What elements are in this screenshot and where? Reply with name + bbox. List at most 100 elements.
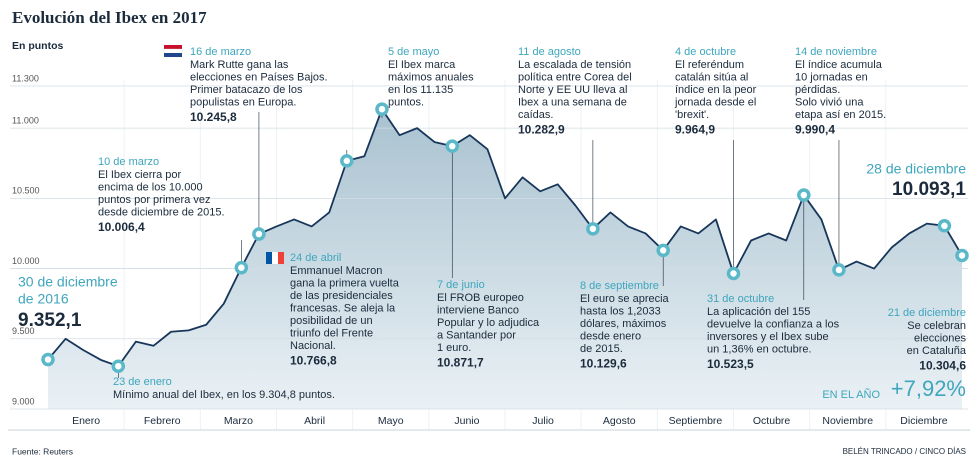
annotation-text: populistas en Europa. xyxy=(190,96,296,108)
annotation-value: 10.282,9 xyxy=(518,123,565,137)
annotation-text: encima de los 10.000 xyxy=(98,181,203,193)
annotation-date: 8 de septiembre xyxy=(580,280,659,292)
annotation-text: 10 jornadas en xyxy=(795,71,868,83)
annotation-text: un 1,36% en octubre. xyxy=(707,343,812,355)
annotation-text: gana la primera vuelta xyxy=(290,277,400,289)
point-marker xyxy=(937,219,952,233)
point-marker xyxy=(375,102,389,116)
annotation-text: jornada desde el xyxy=(674,96,756,108)
y-tick-label: 9.500 xyxy=(12,326,35,336)
annotation-text: desde enero xyxy=(580,330,641,342)
annotation-date: 7 de junio xyxy=(437,279,485,291)
year-label: EN EL AÑO xyxy=(822,388,880,401)
annotation-text: inversores y el Ibex sube xyxy=(707,331,829,343)
annotation-text: devuelve la confianza a los xyxy=(707,318,840,330)
plot xyxy=(8,80,970,431)
annotation-value: 9.990,4 xyxy=(795,123,835,137)
point-marker xyxy=(41,352,55,367)
x-tick-label: Diciembre xyxy=(900,415,947,427)
x-tick-label: Septiembre xyxy=(669,415,723,427)
annotation-text: a Santander por xyxy=(437,329,516,341)
annotation-value: 10.129,6 xyxy=(580,357,627,371)
annotation-date: 31 de octubre xyxy=(707,293,774,305)
annotation-value: 10.766,8 xyxy=(290,354,337,368)
annotation-text: El referéndum xyxy=(675,59,744,71)
x-tick-label: Enero xyxy=(72,415,100,427)
point-marker xyxy=(586,222,600,236)
annotation-text: La aplicación del 155 xyxy=(707,306,810,318)
annotation-value: 9.352,1 xyxy=(18,310,82,331)
y-tick-label: 9.000 xyxy=(12,396,35,406)
subtitle: En puntos xyxy=(12,40,63,52)
y-tick-label: 10.000 xyxy=(12,256,40,266)
annotation-date: 23 de enero xyxy=(113,376,172,388)
point-marker xyxy=(234,260,249,275)
annotation-date: 21 de diciembre xyxy=(888,307,966,319)
annotation-text: de 2015. xyxy=(580,343,623,355)
annotation-value: 9.964,9 xyxy=(675,123,715,137)
point-marker xyxy=(797,188,811,202)
annotation-text: posibilidad de un xyxy=(290,315,373,327)
annotation-text: El euro se aprecia xyxy=(580,293,670,305)
annotation-text: política entre Corea del xyxy=(518,71,632,83)
annotation-date: 30 de diciembre xyxy=(18,274,118,290)
annotation-text: Mínimo anual del Ibex, en los 9.304,8 pu… xyxy=(113,389,335,401)
annotation-value: 10.093,1 xyxy=(892,179,966,200)
point-marker xyxy=(252,227,266,241)
line xyxy=(47,108,963,368)
x-tick-label: Agosto xyxy=(603,415,636,427)
annotation-text: Ibex a una semana de xyxy=(518,96,627,108)
annotation-text: en los 11.135 xyxy=(388,84,453,96)
annotation-text: El índice acumula xyxy=(795,59,883,71)
flag-fr xyxy=(266,252,284,264)
annotation-text: Emmanuel Macron xyxy=(290,265,382,277)
credit: BELÉN TRINCADO / CINCO DÍAS xyxy=(843,447,966,456)
point-marker xyxy=(111,359,126,373)
annotation-text: Primer batacazo de los xyxy=(190,84,303,96)
chart-title: Evolución del Ibex en 2017 xyxy=(12,8,207,27)
annotation-value: 10.245,8 xyxy=(190,110,237,124)
annotation-text: Nacional. xyxy=(290,340,336,352)
annotation-text: en Cataluña xyxy=(907,345,967,357)
annotation-text: triunfo del Frente xyxy=(290,327,373,339)
point-marker xyxy=(955,248,969,263)
x-tick-label: Octubre xyxy=(753,415,791,427)
annotation-text: desde diciembre de 2015. xyxy=(98,206,225,218)
annotation-text: Se celebran xyxy=(907,320,966,332)
x-tick-label: Mayo xyxy=(378,415,404,427)
x-tick-label: Junio xyxy=(454,415,479,427)
flag-nl xyxy=(163,45,183,57)
annotation-text: Mark Rutte gana las xyxy=(190,59,289,71)
annotation-date: 11 de agosto xyxy=(518,46,581,58)
annotation-date: 10 de marzo xyxy=(98,156,159,168)
annotation-text: Norte y EE UU lleva al xyxy=(518,84,627,96)
annotation-text: dólares, máximos xyxy=(580,318,667,330)
annotation-text: catalán sitúa al xyxy=(675,71,748,83)
point-marker xyxy=(726,266,741,281)
annotation-text: puntos por primera vez xyxy=(98,194,211,206)
annotation-text: El Ibex marca xyxy=(388,59,456,71)
annotation-text: 'brexit'. xyxy=(675,109,709,121)
annotation-text: elecciones xyxy=(914,332,966,344)
y-tick-label: 11.300 xyxy=(12,73,39,83)
annotation-text: etapa así en 2015. xyxy=(795,109,886,121)
annotation-date: 28 de diciembre xyxy=(866,161,966,177)
point-marker xyxy=(340,154,354,168)
annotation-text: francesas. Se aleja la xyxy=(290,302,396,314)
annotation-date: 16 de marzo xyxy=(190,46,251,58)
annotation-text: hasta los 1,2033 xyxy=(580,305,661,317)
annotation-date: de 2016 xyxy=(18,291,69,307)
annotation-text: puntos. xyxy=(388,96,424,108)
annotation-text: de las presidenciales xyxy=(290,290,393,302)
y-tick-label: 11.000 xyxy=(12,116,39,126)
annotation-date: 4 de octubre xyxy=(675,46,736,58)
point-marker xyxy=(832,263,846,277)
annotation-text: 1 euro. xyxy=(437,342,471,354)
annotation-text: Popular y lo adjudica xyxy=(437,317,540,329)
area xyxy=(48,109,962,409)
annotation-value: 10.871,7 xyxy=(437,356,484,370)
annotation-text: El Ibex cierra por xyxy=(98,169,181,181)
annotation-value: 10.304,6 xyxy=(919,359,966,373)
annotation-text: pérdidas. xyxy=(795,84,840,96)
